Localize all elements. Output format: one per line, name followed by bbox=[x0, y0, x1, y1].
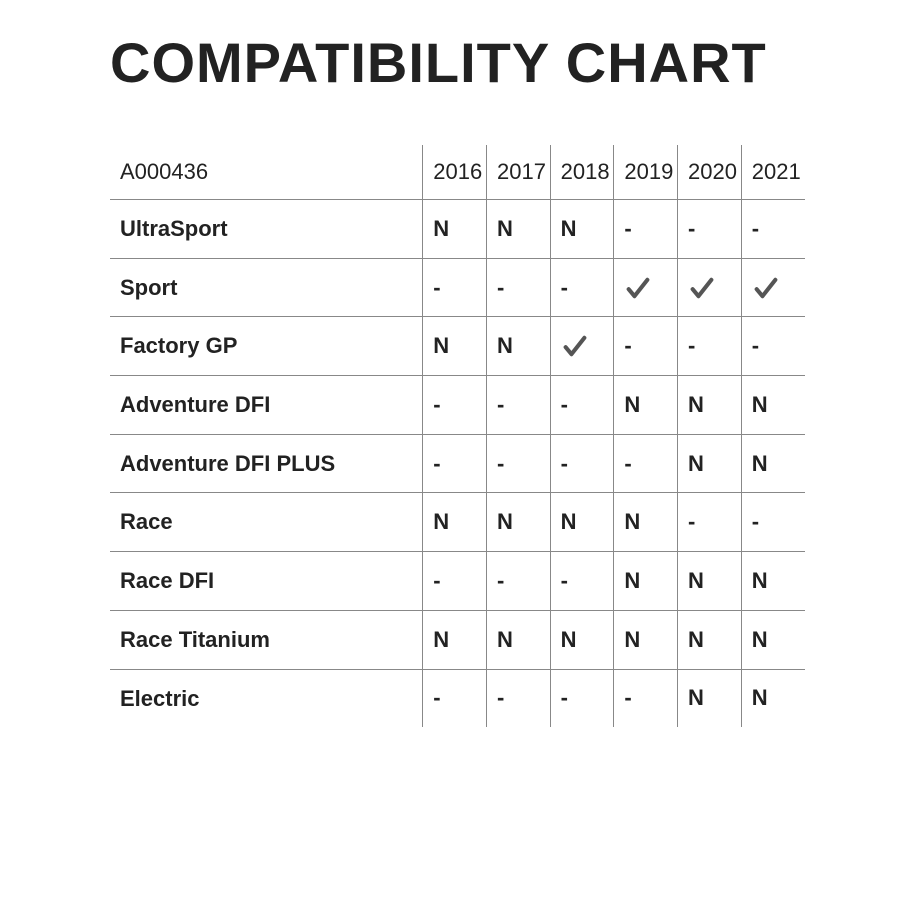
compat-cell: N bbox=[741, 669, 805, 727]
compat-cell: N bbox=[423, 317, 487, 376]
table-row: Adventure DFI PLUS----NN bbox=[110, 434, 805, 493]
compat-cell: - bbox=[423, 669, 487, 727]
row-label: Sport bbox=[110, 258, 423, 317]
compat-cell: - bbox=[550, 434, 614, 493]
compat-cell: - bbox=[678, 317, 742, 376]
compat-cell: - bbox=[614, 434, 678, 493]
table-row: Adventure DFI---NNN bbox=[110, 376, 805, 435]
compat-cell: N bbox=[678, 552, 742, 611]
compat-cell: N bbox=[423, 200, 487, 259]
row-label: Race DFI bbox=[110, 552, 423, 611]
header-label: A000436 bbox=[110, 145, 423, 200]
table-row: RaceNNNN-- bbox=[110, 493, 805, 552]
compat-cell: - bbox=[423, 434, 487, 493]
compat-cell: N bbox=[423, 610, 487, 669]
compat-cell: - bbox=[423, 258, 487, 317]
row-label: Adventure DFI bbox=[110, 376, 423, 435]
row-label: UltraSport bbox=[110, 200, 423, 259]
compat-cell: N bbox=[486, 317, 550, 376]
table-body: UltraSportNNN---Sport---Factory GPNN---A… bbox=[110, 200, 805, 728]
compat-cell: - bbox=[486, 434, 550, 493]
year-header: 2021 bbox=[741, 145, 805, 200]
compat-cell: - bbox=[550, 552, 614, 611]
row-label: Electric bbox=[110, 669, 423, 727]
compat-cell: - bbox=[486, 376, 550, 435]
compat-cell bbox=[678, 258, 742, 317]
compat-cell: N bbox=[614, 493, 678, 552]
compat-cell: N bbox=[486, 610, 550, 669]
year-header: 2016 bbox=[423, 145, 487, 200]
compat-cell: N bbox=[614, 610, 678, 669]
compat-cell: - bbox=[486, 552, 550, 611]
compat-cell: - bbox=[423, 552, 487, 611]
table-row: Electric----NN bbox=[110, 669, 805, 727]
check-icon bbox=[688, 274, 716, 302]
compat-cell bbox=[741, 258, 805, 317]
compat-cell: - bbox=[550, 669, 614, 727]
year-header: 2019 bbox=[614, 145, 678, 200]
row-label: Race bbox=[110, 493, 423, 552]
compat-cell: N bbox=[550, 200, 614, 259]
compat-cell: N bbox=[678, 376, 742, 435]
compat-cell bbox=[614, 258, 678, 317]
compat-cell: N bbox=[678, 610, 742, 669]
table-row: UltraSportNNN--- bbox=[110, 200, 805, 259]
check-icon bbox=[624, 274, 652, 302]
compat-cell: - bbox=[741, 493, 805, 552]
compat-cell: N bbox=[741, 434, 805, 493]
table-row: Sport--- bbox=[110, 258, 805, 317]
table-header-row: A000436 2016 2017 2018 2019 2020 2021 bbox=[110, 145, 805, 200]
compat-cell: - bbox=[550, 258, 614, 317]
compat-cell: - bbox=[741, 200, 805, 259]
year-header: 2020 bbox=[678, 145, 742, 200]
compat-cell: N bbox=[678, 434, 742, 493]
compat-cell: N bbox=[741, 376, 805, 435]
table-row: Factory GPNN--- bbox=[110, 317, 805, 376]
compat-cell: - bbox=[678, 200, 742, 259]
compat-cell: - bbox=[423, 376, 487, 435]
table-row: Race TitaniumNNNNNN bbox=[110, 610, 805, 669]
compat-cell: N bbox=[550, 610, 614, 669]
row-label: Race Titanium bbox=[110, 610, 423, 669]
row-label: Factory GP bbox=[110, 317, 423, 376]
compatibility-table: A000436 2016 2017 2018 2019 2020 2021 Ul… bbox=[110, 145, 805, 727]
check-icon bbox=[561, 332, 589, 360]
year-header: 2018 bbox=[550, 145, 614, 200]
compat-cell: N bbox=[486, 493, 550, 552]
compat-cell: N bbox=[550, 493, 614, 552]
table-row: Race DFI---NNN bbox=[110, 552, 805, 611]
compat-cell: - bbox=[614, 317, 678, 376]
compat-cell: - bbox=[741, 317, 805, 376]
compat-cell: N bbox=[486, 200, 550, 259]
compat-cell: N bbox=[614, 552, 678, 611]
compat-cell: - bbox=[486, 258, 550, 317]
compat-cell: - bbox=[486, 669, 550, 727]
check-icon bbox=[752, 274, 780, 302]
compat-cell: N bbox=[423, 493, 487, 552]
compat-cell: N bbox=[678, 669, 742, 727]
row-label: Adventure DFI PLUS bbox=[110, 434, 423, 493]
compat-cell: N bbox=[741, 552, 805, 611]
compat-cell bbox=[550, 317, 614, 376]
compat-cell: - bbox=[614, 200, 678, 259]
compat-cell: - bbox=[550, 376, 614, 435]
compat-cell: - bbox=[678, 493, 742, 552]
compat-cell: N bbox=[614, 376, 678, 435]
compat-cell: - bbox=[614, 669, 678, 727]
compat-cell: N bbox=[741, 610, 805, 669]
page-title: COMPATIBILITY CHART bbox=[110, 30, 912, 95]
year-header: 2017 bbox=[486, 145, 550, 200]
